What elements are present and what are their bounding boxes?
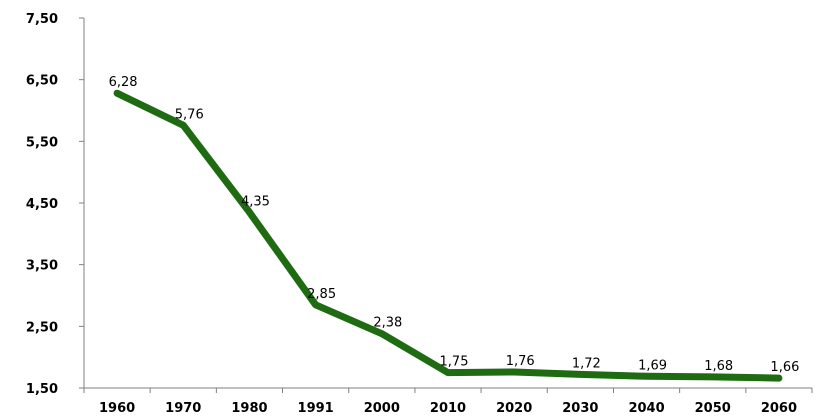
x-tick-label: 2000 (364, 401, 400, 416)
y-tick-label: 3,50 (26, 259, 58, 274)
data-labels-group: 6,28 5,76 4,35 2,85 2,38 1,75 1,76 1,72 1,69 1,68… (109, 75, 800, 375)
data-label: 1,75 (440, 355, 469, 370)
x-tick-label: 1970 (165, 401, 201, 416)
data-label: 4,35 (241, 194, 270, 209)
series-group (113, 89, 783, 382)
x-tick-label: 2060 (761, 401, 797, 416)
data-label: 1,76 (506, 354, 535, 369)
axes: 1,50 2,50 3,50 4,50 5,50 6,50 7,50 1960 1970 1980… (26, 12, 813, 416)
x-tick-label: 1960 (99, 401, 135, 416)
data-label: 1,68 (704, 359, 733, 374)
x-tick-label: 1980 (231, 401, 267, 416)
data-label: 1,66 (770, 360, 799, 375)
y-tick-label: 2,50 (26, 320, 58, 335)
y-tick-label: 4,50 (26, 197, 58, 212)
y-tick-label: 7,50 (26, 12, 58, 27)
y-tick-label: 6,50 (26, 74, 58, 89)
x-tick-label: 2020 (496, 401, 532, 416)
series-line (113, 89, 783, 382)
data-label: 1,69 (638, 358, 667, 373)
x-tick-label: 2040 (628, 401, 664, 416)
y-tick-label: 5,50 (26, 135, 58, 150)
data-label: 2,85 (307, 287, 336, 302)
x-tick-label: 2010 (430, 401, 466, 416)
x-tick-label: 2030 (562, 401, 598, 416)
data-label: 1,72 (572, 356, 601, 371)
data-label: 5,76 (175, 107, 204, 122)
data-label: 6,28 (109, 75, 138, 90)
data-label: 2,38 (373, 316, 402, 331)
x-tick-label: 1991 (298, 401, 334, 416)
y-tick-label: 1,50 (26, 382, 58, 397)
x-tick-label: 2050 (695, 401, 731, 416)
